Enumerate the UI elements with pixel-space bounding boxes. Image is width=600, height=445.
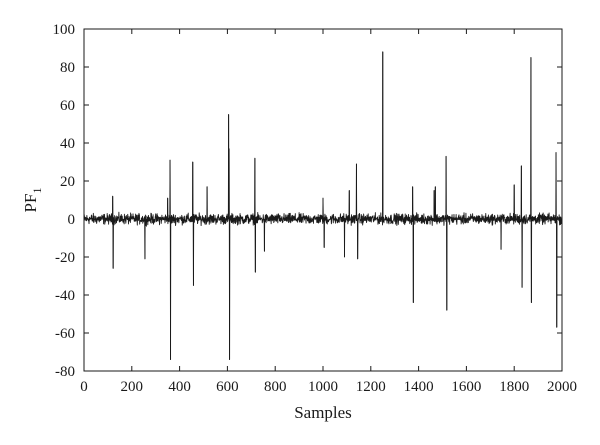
series-group	[83, 51, 563, 361]
y-axis-label-subscript: 1	[30, 188, 44, 194]
x-tick-label: 600	[216, 379, 239, 395]
y-tick-label: 20	[60, 174, 75, 190]
y-tick-label: 60	[60, 98, 75, 114]
y-tick-label: -80	[55, 364, 75, 380]
y-tick-label: -40	[55, 288, 75, 304]
x-tick-label: 1600	[451, 379, 481, 395]
x-tick-label: 2000	[547, 379, 577, 395]
x-tick-label: 1000	[308, 379, 338, 395]
y-tick-label: -60	[55, 326, 75, 342]
x-tick-label: 0	[80, 379, 88, 395]
y-axis-label: PF1	[21, 188, 44, 213]
y-tick-label: 0	[68, 212, 76, 228]
y-axis-ticks: -80 -60 -40 -20 0 20 40 60 80 100	[53, 22, 562, 380]
x-tick-label: 800	[264, 379, 287, 395]
y-tick-label: 40	[60, 136, 75, 152]
y-tick-label: 100	[53, 22, 76, 38]
x-tick-label: 1200	[356, 379, 386, 395]
y-tick-label: 80	[60, 60, 75, 76]
x-tick-label: 1400	[404, 379, 434, 395]
x-axis-label: Samples	[294, 403, 352, 422]
x-tick-label: 200	[121, 379, 144, 395]
y-tick-label: -20	[55, 250, 75, 266]
x-tick-label: 1800	[499, 379, 529, 395]
y-axis-label-main: PF	[21, 194, 40, 213]
x-axis-ticks: 0 200 400 600 800 1000 1200 1400 1600 1800 2000	[80, 29, 577, 395]
x-tick-label: 400	[168, 379, 191, 395]
